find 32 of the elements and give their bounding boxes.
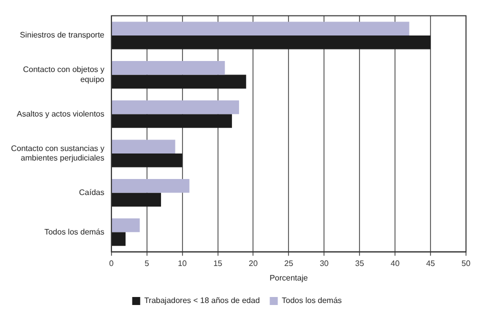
bar: [112, 192, 162, 207]
y-tick-label: Contacto con sustancias y ambientes perjudiciales: [10, 144, 104, 162]
bar: [112, 22, 410, 36]
x-axis-title: Porcentaje: [270, 273, 308, 282]
bar: [112, 232, 126, 246]
y-tick-label: Siniestros de transporte: [20, 30, 105, 40]
bar: [112, 140, 176, 154]
bar: [112, 179, 190, 193]
bar: [112, 100, 240, 114]
bar: [112, 61, 225, 75]
bar: [112, 35, 431, 50]
legend-label: Trabajadores < 18 años de edad: [144, 296, 260, 306]
legend-label: Todos los demás: [282, 296, 342, 306]
bar: [112, 218, 140, 232]
bar: [112, 153, 182, 168]
x-tick-label: 15: [213, 258, 223, 268]
x-tick-label: 35: [355, 258, 365, 268]
x-tick-label: 25: [284, 258, 294, 268]
x-tick-label: 0: [109, 258, 114, 268]
bar: [112, 114, 232, 128]
x-tick-label: 5: [144, 258, 150, 268]
y-tick-label: Caídas: [79, 188, 104, 198]
y-tick-label: Todos los demás: [44, 227, 104, 236]
x-tick-label: 30: [320, 258, 330, 268]
x-tick-label: 20: [248, 258, 258, 268]
y-tick-label: Asaltos y actos violentos: [16, 109, 104, 118]
bar: [112, 74, 246, 89]
x-tick-label: 40: [390, 258, 400, 268]
x-tick-label: 50: [462, 258, 471, 268]
x-tick-label: 10: [178, 258, 188, 268]
x-tick-label: 45: [426, 258, 436, 268]
y-tick-label: Contacto con objetos y equipo: [22, 65, 105, 84]
